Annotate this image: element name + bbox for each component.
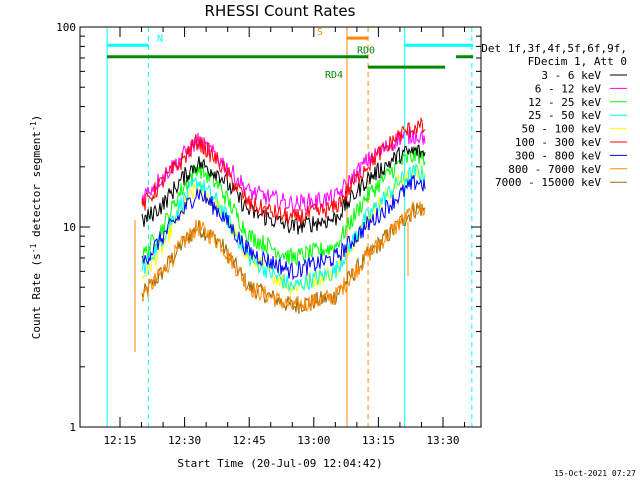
legend-entry-label: 6 - 12 keV	[535, 82, 602, 95]
series-line	[141, 116, 426, 226]
y-axis-label: Count Rate (s-1 detector segment-1)	[29, 115, 43, 340]
series-line	[141, 144, 426, 235]
plot-frame	[79, 26, 482, 428]
legend-entry-label: 12 - 25 keV	[528, 96, 601, 109]
generation-timestamp: 15-Oct-2021 07:27	[554, 469, 636, 478]
x-tick-label: 12:30	[168, 434, 201, 447]
y-tick-label: 10	[63, 221, 76, 234]
legend-entry-label: 7000 - 15000 keV	[495, 176, 601, 189]
x-tick-label: 12:15	[103, 434, 136, 447]
data-series	[134, 116, 426, 352]
x-tick-label: 13:00	[297, 434, 330, 447]
series-line	[141, 163, 426, 293]
legend-header-line-1: Det 1f,3f,4f,5f,6f,9f,	[481, 42, 627, 55]
series-line	[141, 200, 426, 313]
legend-entry-label: 800 - 7000 keV	[508, 163, 601, 176]
y-axis-ticks: 1 10 100	[56, 21, 481, 434]
series-line	[141, 174, 426, 281]
y-tick-label: 1	[69, 421, 76, 434]
legend-entry-label: 3 - 6 keV	[541, 69, 601, 82]
flag-label: RD4	[325, 70, 343, 81]
x-axis-label: Start Time (20-Jul-09 12:04:42)	[177, 457, 382, 470]
y-tick-label: 100	[56, 21, 76, 34]
flag-label: N	[157, 33, 163, 44]
chart-title: RHESSI Count Rates	[205, 2, 356, 20]
legend-entry-label: 25 - 50 keV	[528, 109, 601, 122]
legend-entry-label: 300 - 800 keV	[515, 149, 601, 162]
series-line	[141, 126, 426, 215]
x-tick-label: 13:15	[362, 434, 395, 447]
flag-bars: N S RD0 RD4	[107, 27, 474, 81]
x-tick-label: 13:30	[426, 434, 459, 447]
flag-label: RD0	[357, 46, 375, 57]
legend-header-line-2: FDecim 1, Att 0	[528, 55, 627, 68]
legend: Det 1f,3f,4f,5f,6f,9f, FDecim 1, Att 0 3…	[481, 42, 627, 189]
x-axis-ticks: 12:15 12:30 12:45 13:00 13:15 13:30	[103, 27, 466, 447]
legend-entry-label: 50 - 100 keV	[522, 123, 602, 136]
vertical-markers	[106, 27, 473, 427]
flag-label: S	[317, 27, 323, 38]
legend-entry-label: 100 - 300 keV	[515, 136, 601, 149]
plot-area: N S RD0 RD4 1 10 100 12:15 12:30 12:45 13:00 13:1…	[56, 21, 482, 447]
x-tick-label: 12:45	[233, 434, 266, 447]
